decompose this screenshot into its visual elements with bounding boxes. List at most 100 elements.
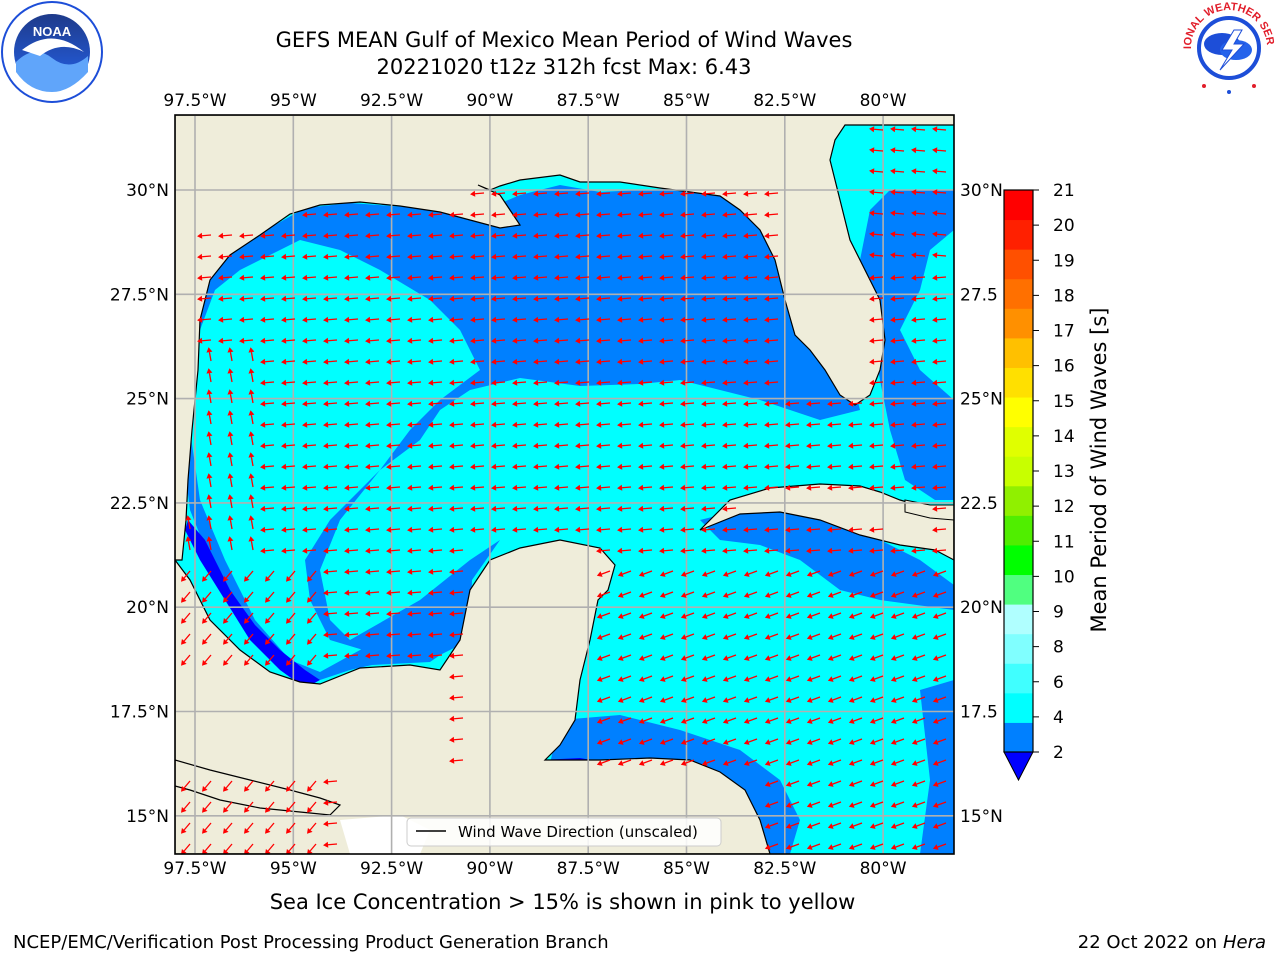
wave-direction-arrowhead <box>407 211 413 218</box>
wave-direction-arrowhead <box>185 515 192 521</box>
wave-direction-arrow <box>600 276 611 279</box>
wave-direction-arrow <box>558 255 569 258</box>
wave-direction-arrow <box>306 507 317 510</box>
wave-direction-arrow <box>474 360 485 363</box>
wave-direction-arrowhead <box>386 232 392 239</box>
wave-direction-arrow <box>600 339 611 342</box>
wave-direction-arrowhead <box>286 806 292 813</box>
wave-direction-arrowhead <box>386 316 392 323</box>
wave-direction-arrow <box>516 444 527 447</box>
wave-direction-arrowhead <box>323 421 329 428</box>
wave-direction-arrow <box>411 213 422 216</box>
wave-direction-arrowhead <box>680 484 686 491</box>
wave-direction-arrowhead <box>932 358 938 365</box>
wave-direction-arrowhead <box>869 210 875 217</box>
wave-direction-arrow <box>726 423 737 426</box>
wave-direction-arrowhead <box>617 739 624 745</box>
wave-direction-arrow <box>516 192 527 195</box>
wave-direction-arrow <box>579 465 590 468</box>
wave-direction-arrowhead <box>449 232 455 239</box>
wave-direction-arrowhead <box>407 610 413 617</box>
wave-direction-arrow <box>453 675 464 678</box>
wave-direction-arrowhead <box>785 463 791 470</box>
wave-direction-arrow <box>267 591 275 600</box>
wave-direction-arrow <box>453 465 464 468</box>
wave-direction-arrow <box>768 402 779 405</box>
wave-direction-arrowhead <box>764 400 770 407</box>
wave-direction-arrowhead <box>323 589 329 596</box>
wave-direction-arrowhead <box>223 596 229 603</box>
wave-direction-arrow <box>474 486 485 489</box>
wave-direction-arrowhead <box>764 718 771 724</box>
wave-direction-arrow <box>579 213 590 216</box>
wave-direction-arrowhead <box>932 526 938 533</box>
wave-direction-arrow <box>229 457 233 467</box>
wave-direction-arrowhead <box>365 547 371 554</box>
wave-direction-arrow <box>243 276 254 279</box>
wave-direction-arrowhead <box>323 358 329 365</box>
wave-direction-arrow <box>348 318 359 321</box>
wave-direction-arrow <box>915 170 926 173</box>
wave-direction-arrow <box>204 570 212 579</box>
wave-direction-arrow <box>894 465 905 468</box>
wave-direction-arrow <box>204 591 212 600</box>
wave-direction-arrow <box>936 170 947 173</box>
wave-direction-arrow <box>411 423 422 426</box>
wave-direction-arrow <box>642 381 653 384</box>
wave-direction-arrowhead <box>869 547 875 554</box>
wave-direction-arrowhead <box>764 526 770 533</box>
ocean-band-2-4-caribbean <box>548 715 800 854</box>
wave-direction-arrowhead <box>764 634 771 640</box>
wave-direction-arrowhead <box>407 295 413 302</box>
wave-direction-arrowhead <box>197 316 203 323</box>
wave-direction-arrow <box>706 633 716 638</box>
wave-direction-arrow <box>790 654 800 659</box>
wave-direction-arrow <box>831 402 842 405</box>
wave-direction-arrow <box>832 759 842 764</box>
wave-direction-arrowhead <box>323 379 329 386</box>
wave-direction-arrow <box>267 654 275 663</box>
wave-direction-arrowhead <box>785 526 791 533</box>
wave-direction-arrowhead <box>449 505 455 512</box>
wave-direction-arrow <box>327 213 338 216</box>
colorbar-segment <box>1004 367 1033 398</box>
wave-direction-arrowhead <box>806 484 812 491</box>
wave-direction-arrow <box>684 381 695 384</box>
wave-direction-arrow <box>684 297 695 300</box>
wave-direction-arrowhead <box>932 613 939 619</box>
wave-direction-arrow <box>208 520 212 530</box>
wave-direction-arrow <box>516 465 527 468</box>
wave-direction-arrow <box>327 234 338 237</box>
wave-direction-arrow <box>246 780 254 789</box>
wave-direction-arrowhead <box>239 274 245 281</box>
wave-direction-arrow <box>411 549 422 552</box>
wave-direction-arrowhead <box>932 802 939 808</box>
wave-direction-arrowhead <box>302 547 308 554</box>
wave-direction-arrow <box>537 213 548 216</box>
wave-direction-arrowhead <box>386 379 392 386</box>
wave-direction-arrowhead <box>181 575 187 582</box>
wave-direction-arrow <box>706 591 716 596</box>
wave-direction-arrowhead <box>890 379 896 386</box>
wave-direction-arrowhead <box>248 494 255 500</box>
wave-direction-arrow <box>663 255 674 258</box>
wave-direction-arrow <box>936 149 947 152</box>
wave-direction-arrowhead <box>449 757 455 764</box>
wave-direction-arrowhead <box>827 547 833 554</box>
wave-direction-arrow <box>811 591 821 596</box>
wave-direction-arrowhead <box>307 638 313 645</box>
wave-direction-arrowhead <box>806 823 813 829</box>
wave-direction-arrow <box>453 318 464 321</box>
wave-direction-arrowhead <box>680 463 686 470</box>
wave-direction-arrowhead <box>785 421 791 428</box>
wave-direction-arrow <box>432 465 443 468</box>
wave-direction-arrowhead <box>701 274 707 281</box>
wave-direction-arrowhead <box>806 718 813 724</box>
wave-direction-arrowhead <box>932 252 938 259</box>
wave-direction-arrowhead <box>785 613 792 619</box>
wave-direction-arrow <box>831 486 842 489</box>
wave-direction-arrow <box>201 339 212 342</box>
wave-direction-arrowhead <box>659 571 666 577</box>
wave-direction-arrowhead <box>890 484 896 491</box>
wave-direction-arrowhead <box>848 802 855 808</box>
